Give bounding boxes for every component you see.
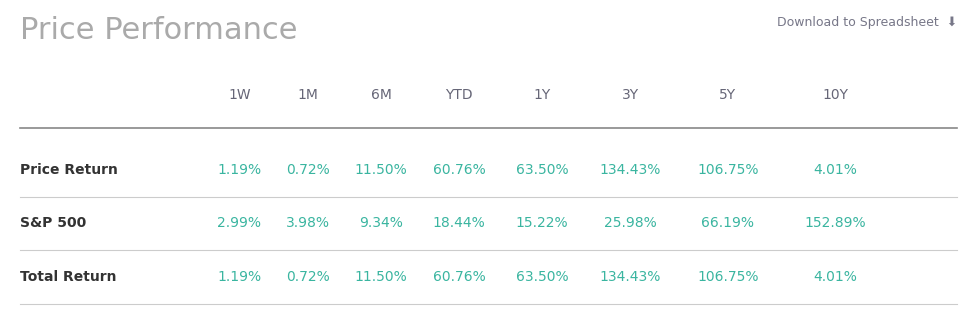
Text: 63.50%: 63.50%: [516, 270, 569, 284]
Text: Download to Spreadsheet  ⬇: Download to Spreadsheet ⬇: [778, 16, 957, 29]
Text: 0.72%: 0.72%: [286, 163, 329, 177]
Text: 4.01%: 4.01%: [814, 163, 857, 177]
Text: 2.99%: 2.99%: [217, 217, 262, 230]
Text: 0.72%: 0.72%: [286, 270, 329, 284]
Text: 134.43%: 134.43%: [600, 163, 660, 177]
Text: 18.44%: 18.44%: [433, 217, 486, 230]
Text: Total Return: Total Return: [20, 270, 116, 284]
Text: 5Y: 5Y: [719, 88, 737, 102]
Text: 11.50%: 11.50%: [355, 270, 407, 284]
Text: YTD: YTD: [446, 88, 473, 102]
Text: Price Return: Price Return: [20, 163, 117, 177]
Text: 1.19%: 1.19%: [217, 270, 262, 284]
Text: 3.98%: 3.98%: [285, 217, 330, 230]
Text: 1.19%: 1.19%: [217, 163, 262, 177]
Text: 9.34%: 9.34%: [360, 217, 403, 230]
Text: 152.89%: 152.89%: [804, 217, 867, 230]
Text: 106.75%: 106.75%: [698, 270, 758, 284]
Text: 10Y: 10Y: [823, 88, 848, 102]
Text: 4.01%: 4.01%: [814, 270, 857, 284]
Text: 25.98%: 25.98%: [604, 217, 657, 230]
Text: 60.76%: 60.76%: [433, 163, 486, 177]
Text: S&P 500: S&P 500: [20, 217, 86, 230]
Text: 134.43%: 134.43%: [600, 270, 660, 284]
Text: 66.19%: 66.19%: [701, 217, 754, 230]
Text: 3Y: 3Y: [621, 88, 639, 102]
Text: 1M: 1M: [297, 88, 319, 102]
Text: 15.22%: 15.22%: [516, 217, 569, 230]
Text: 60.76%: 60.76%: [433, 270, 486, 284]
Text: 1Y: 1Y: [533, 88, 551, 102]
Text: Price Performance: Price Performance: [20, 16, 297, 45]
Text: 106.75%: 106.75%: [698, 163, 758, 177]
Text: 6M: 6M: [370, 88, 392, 102]
Text: 63.50%: 63.50%: [516, 163, 569, 177]
Text: 11.50%: 11.50%: [355, 163, 407, 177]
Text: 1W: 1W: [228, 88, 251, 102]
